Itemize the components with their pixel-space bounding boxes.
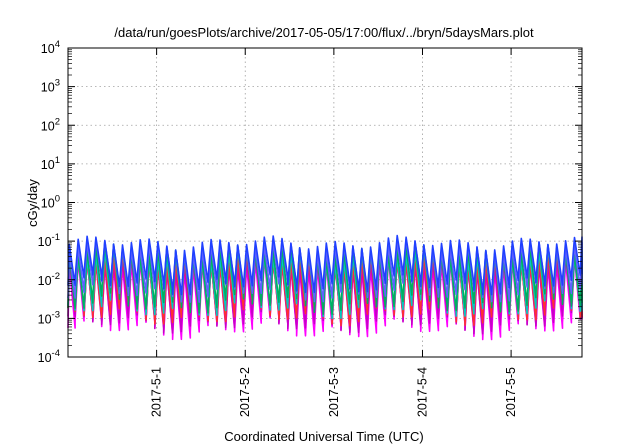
series-line bbox=[67, 234, 583, 296]
x-tick-label: 2017-5-3 bbox=[327, 367, 341, 417]
y-tick-label: 102 bbox=[41, 116, 60, 133]
y-axis: 10-4 10-3 10-2 10-1 100 101 102 103 104 bbox=[38, 39, 582, 365]
y-tick-label: 10-2 bbox=[38, 271, 60, 288]
y-tick-label: 10-4 bbox=[38, 348, 60, 365]
y-tick-label: 10-1 bbox=[38, 232, 60, 249]
y-tick-label: 101 bbox=[41, 155, 60, 172]
x-tick-label: 2017-5-2 bbox=[238, 367, 252, 417]
x-tick-label: 2017-5-1 bbox=[150, 367, 164, 417]
x-axis-label: Coordinated Universal Time (UTC) bbox=[224, 429, 423, 444]
series-line bbox=[67, 242, 583, 315]
y-tick-label: 100 bbox=[41, 194, 60, 211]
chart-title: /data/run/goesPlots/archive/2017-05-05/1… bbox=[114, 25, 534, 40]
x-axis: 2017-5-1 2017-5-2 2017-5-3 2017-5-4 2017-5-5 bbox=[150, 48, 518, 417]
x-tick-label: 2017-5-5 bbox=[504, 367, 518, 417]
series-group bbox=[67, 234, 583, 341]
x-tick-label: 2017-5-4 bbox=[415, 367, 429, 417]
y-axis-label: cGy/day bbox=[25, 179, 40, 227]
y-tick-label: 10-3 bbox=[38, 309, 60, 326]
y-tick-label: 103 bbox=[41, 78, 60, 95]
y-tick-label: 104 bbox=[41, 39, 60, 56]
